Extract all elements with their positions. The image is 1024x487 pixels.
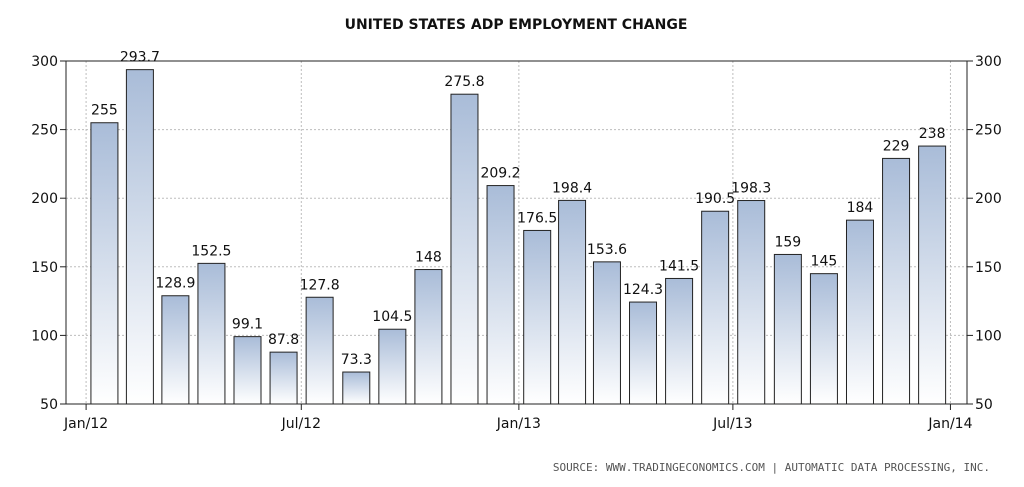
bar	[450, 93, 479, 405]
bar-value-label: 198.3	[731, 181, 771, 197]
bar	[523, 229, 552, 405]
plot-frame	[65, 60, 968, 405]
bar	[737, 200, 766, 405]
y-tick-label-right: 150	[975, 260, 1002, 276]
bars	[90, 69, 947, 405]
bar-value-label: 145	[811, 254, 838, 270]
bar	[665, 277, 694, 405]
bar-value-label: 99.1	[232, 317, 263, 333]
x-tick-label: Jul/13	[712, 416, 752, 432]
bar-value-label: 148	[415, 250, 442, 266]
bar	[342, 371, 371, 405]
bar	[414, 269, 443, 405]
bar	[486, 185, 515, 405]
y-tick-label-left: 200	[31, 191, 58, 207]
y-tick-label-left: 100	[31, 328, 58, 344]
bar-value-label: 128.9	[155, 276, 195, 292]
bar-value-label: 141.5	[659, 258, 699, 274]
bar	[845, 219, 874, 405]
bar-value-label: 87.8	[268, 332, 299, 348]
bar	[269, 351, 298, 405]
bar-value-label: 255	[91, 103, 118, 119]
bar	[629, 301, 658, 405]
grid-lines	[66, 60, 967, 404]
bar	[378, 328, 407, 405]
bar-value-label: 198.4	[552, 180, 592, 196]
bar-value-label: 190.5	[695, 191, 735, 207]
bar-value-label: 73.3	[341, 352, 372, 368]
bar	[161, 295, 190, 405]
y-tick-label-right: 100	[975, 328, 1002, 344]
y-tick-label-right: 200	[975, 191, 1002, 207]
chart-title: UNITED STATES ADP EMPLOYMENT CHANGE	[345, 17, 688, 33]
x-tick-label: Jan/14	[927, 416, 972, 432]
bar	[125, 69, 154, 405]
axes	[60, 60, 973, 410]
y-tick-label-right: 300	[975, 54, 1002, 70]
bar	[197, 262, 226, 405]
bar	[233, 336, 262, 405]
y-tick-label-left: 300	[31, 54, 58, 70]
y-tick-label-left: 250	[31, 123, 58, 139]
bar-value-label: 127.8	[300, 277, 340, 293]
bar-value-label: 124.3	[623, 282, 663, 298]
bar-value-label: 275.8	[444, 74, 484, 90]
x-tick-label: Jul/12	[281, 416, 321, 432]
bar-value-label: 209.2	[480, 166, 520, 182]
bar	[809, 273, 838, 405]
bar-value-label: 104.5	[372, 309, 412, 325]
y-tick-labels: 50 50 100 100 150 150 200 200 250 250 300 300	[31, 54, 1001, 413]
bar	[592, 261, 621, 405]
y-tick-label-right: 250	[975, 123, 1002, 139]
x-tick-label: Jan/13	[496, 416, 541, 432]
source-note: SOURCE: WWW.TRADINGECONOMICS.COM | AUTOM…	[553, 461, 990, 474]
bar-value-label: 184	[847, 200, 874, 216]
bar	[305, 296, 334, 405]
y-tick-label-right: 50	[975, 397, 993, 413]
bar-value-label: 293.7	[120, 50, 160, 66]
bar-value-label: 159	[774, 234, 801, 250]
bar	[90, 122, 119, 405]
bar	[773, 253, 802, 405]
y-tick-label-left: 150	[31, 260, 58, 276]
bar-value-label: 152.5	[191, 243, 231, 259]
x-tick-labels: Jan/12 Jul/12 Jan/13 Jul/13 Jan/14	[63, 416, 973, 432]
bar	[882, 157, 911, 405]
bar-value-label: 153.6	[587, 242, 627, 258]
bar-value-label: 176.5	[517, 210, 557, 226]
bar	[558, 199, 587, 405]
bar	[918, 145, 947, 405]
value-labels: 255 293.7 128.9 152.5 99.1 87.8 127.8 73.3 104.5…	[91, 50, 945, 368]
y-tick-label-left: 50	[40, 397, 58, 413]
bar-value-label: 229	[883, 138, 910, 154]
bar	[701, 210, 730, 405]
x-tick-label: Jan/12	[63, 416, 108, 432]
bar-value-label: 238	[919, 126, 946, 142]
